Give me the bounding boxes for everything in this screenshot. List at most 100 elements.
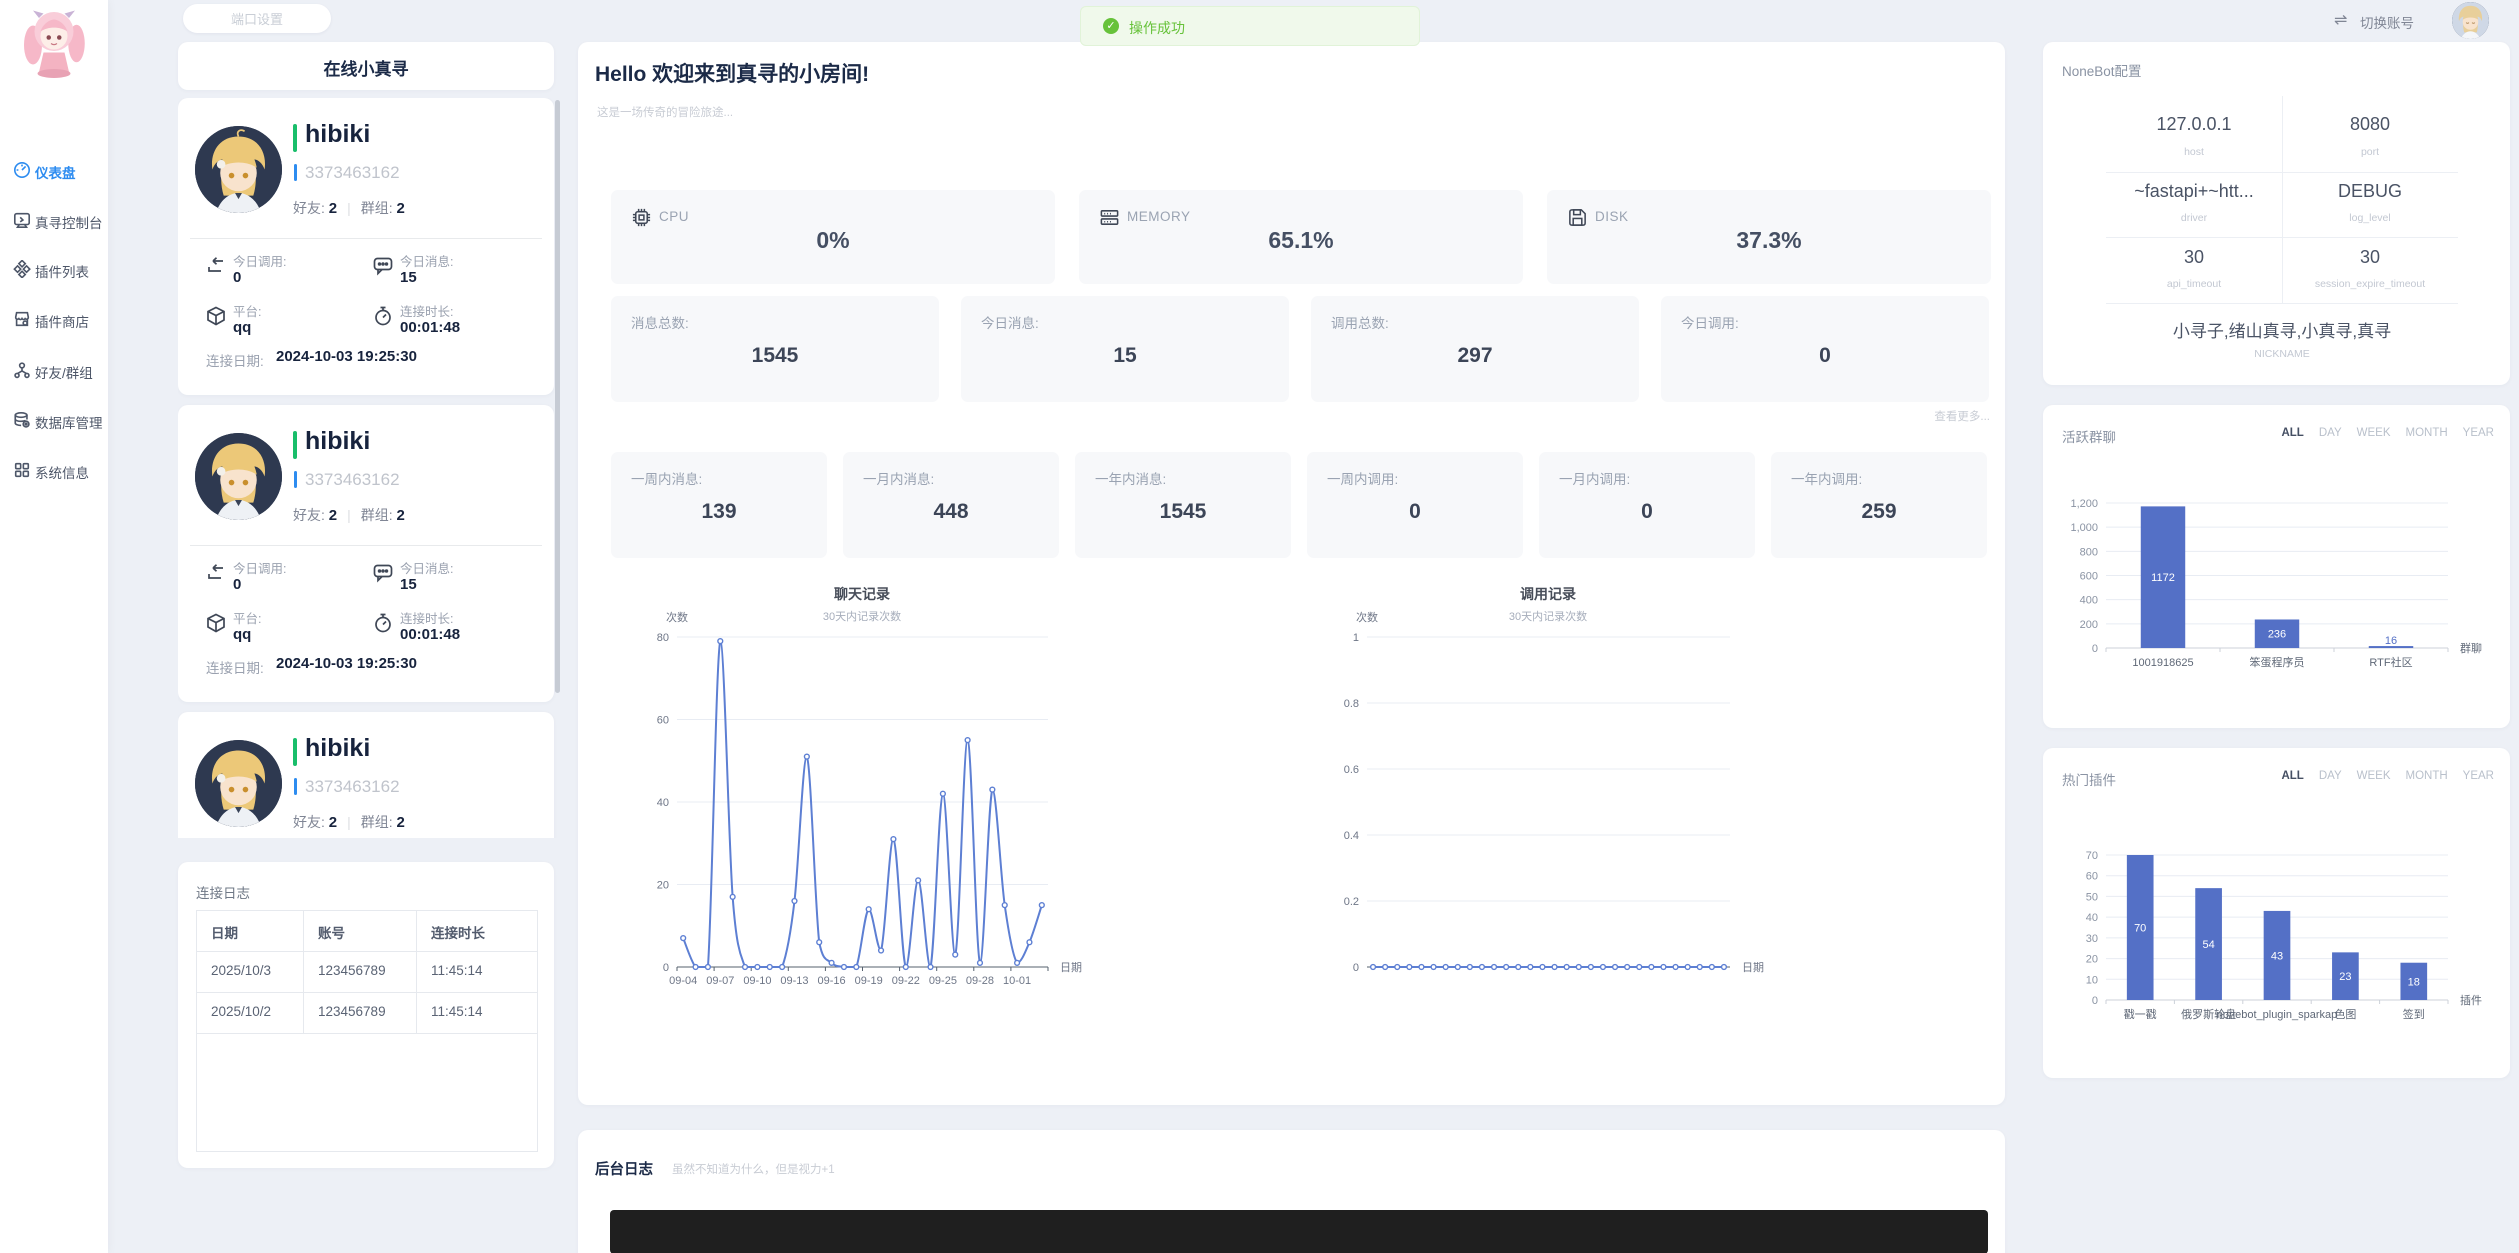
svg-text:09-22: 09-22 (892, 975, 920, 987)
backend-log-card: 后台日志 虽然不知道为什么，但是视力+1 (578, 1130, 2005, 1253)
stat-card-week-msgs: 一周内消息: 139 (611, 452, 827, 558)
stat-label: 一月内消息: (863, 472, 935, 487)
account-avatar[interactable] (2452, 2, 2489, 39)
bot-avatar-image (195, 126, 282, 213)
svg-text:09-19: 09-19 (855, 975, 883, 987)
stat-value: 297 (1457, 344, 1493, 367)
bot-list-scrollbar[interactable] (555, 100, 560, 693)
active-groups-chart[interactable]: 0 200 400 600 800 1,000 1,200 1172 1001918625 236… (2060, 455, 2510, 705)
port-settings-button[interactable]: 端口设置 (183, 4, 331, 33)
tab-day[interactable]: DAY (2318, 770, 2342, 782)
svg-text:30天内记录次数: 30天内记录次数 (1509, 609, 1587, 623)
switch-account-button[interactable]: 切换账号 (2360, 16, 2414, 31)
sidebar: 仪表盘 真寻控制台 插件列表 插件商店 好友/群组 (0, 0, 108, 1253)
tab-week[interactable]: WEEK (2356, 770, 2391, 782)
stat-value: 259 (1861, 500, 1897, 523)
svg-text:0.8: 0.8 (1344, 698, 1359, 710)
active-groups-card: 活跃群聊 ALL DAY WEEK MONTH YEAR (2043, 405, 2510, 728)
svg-text:200: 200 (2080, 619, 2098, 631)
svg-text:20: 20 (657, 880, 669, 892)
config-card-title: NoneBot配置 (2062, 64, 2142, 79)
stat-label: 一周内调用: (1327, 472, 1399, 487)
bot-list[interactable]: hibiki 3373463162 好友: 2 | 群组: 2 今日调用: 0 今日… (178, 98, 562, 838)
svg-text:0: 0 (1353, 962, 1359, 974)
bot-card[interactable]: hibiki 3373463162 好友: 2 | 群组: 2 今日调用: 0 今日… (178, 405, 554, 702)
svg-text:236: 236 (2268, 629, 2286, 641)
svg-text:0.6: 0.6 (1344, 764, 1359, 776)
return-arrow-icon (205, 255, 227, 277)
bot-card[interactable]: hibiki 3373463162 好友: 2 | 群组: 2 今日调用: 0 今日… (178, 98, 554, 395)
tab-year[interactable]: YEAR (2462, 427, 2494, 439)
hot-plugins-chart[interactable]: 0 10 20 30 40 50 60 70 70 戳一戳 54 俄罗斯轮盘 43 nonebot_plu… (2060, 795, 2510, 1045)
cpu-value: 0% (816, 227, 850, 253)
groups-card-title: 活跃群聊 (2062, 430, 2116, 445)
stat-value: 448 (933, 500, 969, 523)
plugins-range-tabs: ALL DAY WEEK MONTH YEAR (2281, 770, 2494, 782)
table-header-row: 日期 账号 连接时长 (197, 911, 537, 952)
sidebar-item-system-info[interactable]: 系统信息 (0, 453, 108, 487)
stat-label: 一周内消息: (631, 472, 703, 487)
memory-value: 65.1% (1268, 227, 1334, 253)
tab-all[interactable]: ALL (2281, 427, 2304, 439)
duration-label: 连接时长: (400, 612, 454, 626)
bot-avatar (195, 126, 282, 213)
stat-label: 一年内消息: (1095, 472, 1167, 487)
platform-value: qq (233, 319, 252, 336)
cell-date: 2025/10/2 (197, 993, 304, 1033)
table-row: 2025/10/3 123456789 11:45:14 (197, 952, 537, 993)
sidebar-item-plugin-store[interactable]: 插件商店 (0, 302, 108, 336)
sidebar-item-plugin-list[interactable]: 插件列表 (0, 252, 108, 286)
stat-card-week-calls: 一周内调用: 0 (1307, 452, 1523, 558)
sidebar-item-label: 插件商店 (35, 315, 89, 330)
tab-day[interactable]: DAY (2318, 427, 2342, 439)
sidebar-item-database[interactable]: 数据库管理 (0, 403, 108, 437)
store-icon (13, 310, 31, 328)
today-calls-label: 今日调用: (233, 562, 287, 576)
svg-text:30: 30 (2086, 933, 2098, 945)
stat-value: 0 (1641, 500, 1653, 523)
svg-text:RTF社区: RTF社区 (2369, 655, 2412, 669)
tab-week[interactable]: WEEK (2356, 427, 2391, 439)
cpu-card: CPU 0% (611, 190, 1055, 284)
col-header-date: 日期 (197, 911, 304, 951)
online-bots-header: 在线小真寻 (178, 42, 554, 90)
backend-log-subtitle: 虽然不知道为什么，但是视力+1 (672, 1164, 835, 1176)
svg-text:09-04: 09-04 (669, 975, 697, 987)
groups-range-tabs: ALL DAY WEEK MONTH YEAR (2281, 427, 2494, 439)
nonebot-config-card: NoneBot配置 127.0.0.1 host 8080 port ~fast… (2043, 42, 2510, 385)
people-network-icon (13, 361, 31, 379)
bot-card[interactable]: hibiki 3373463162 好友: 2 | 群组: 2 (178, 712, 554, 838)
chat-records-chart[interactable]: 0 20 40 60 80 09-04 09-07 09-10 09-13 09-16 09-19 0… (600, 585, 1140, 1010)
config-port-value: 8080 (2349, 114, 2391, 134)
svg-text:调用记录: 调用记录 (1520, 586, 1576, 602)
svg-text:插件: 插件 (2460, 993, 2482, 1007)
svg-text:戳一戳: 戳一戳 (2124, 1008, 2157, 1021)
swap-icon[interactable]: ⇌ (2334, 12, 2348, 29)
success-toast: ✓ 操作成功 (1080, 6, 1420, 46)
svg-text:23: 23 (2339, 971, 2351, 983)
gauge-icon (13, 161, 31, 179)
view-more-link[interactable]: 查看更多... (1934, 411, 1990, 423)
tab-month[interactable]: MONTH (2405, 427, 2448, 439)
svg-text:群聊: 群聊 (2460, 641, 2482, 655)
sidebar-item-label: 系统信息 (35, 466, 89, 481)
plugins-card-title: 热门插件 (2062, 773, 2116, 788)
sidebar-item-console[interactable]: 真寻控制台 (0, 203, 108, 237)
tab-year[interactable]: YEAR (2462, 770, 2494, 782)
sidebar-item-dashboard[interactable]: 仪表盘 (0, 153, 108, 187)
tab-all[interactable]: ALL (2281, 770, 2304, 782)
svg-text:俄罗斯轮盘: 俄罗斯轮盘 (2181, 1007, 2236, 1021)
svg-text:次数: 次数 (666, 610, 688, 624)
svg-text:0.2: 0.2 (1344, 896, 1359, 908)
message-bubble-icon (372, 562, 394, 584)
memory-card: MEMORY 65.1% (1079, 190, 1523, 284)
sidebar-item-label: 好友/群组 (35, 366, 93, 381)
sidebar-item-friends-groups[interactable]: 好友/群组 (0, 353, 108, 387)
app-logo (16, 6, 92, 78)
svg-text:50: 50 (2086, 891, 2098, 903)
memory-icon (1099, 207, 1120, 233)
connection-log-title: 连接日志 (196, 886, 250, 901)
tab-month[interactable]: MONTH (2405, 770, 2448, 782)
bot-avatar-image (195, 740, 282, 827)
